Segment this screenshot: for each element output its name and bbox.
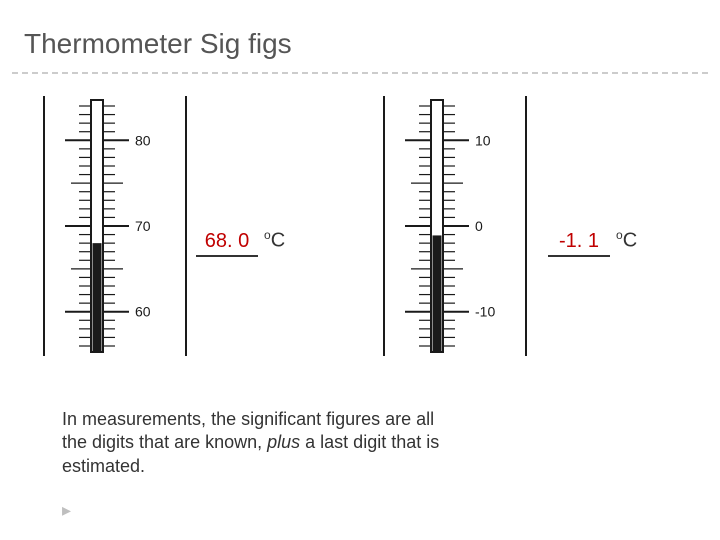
- answer-left: 68. 0 oC: [196, 228, 285, 257]
- svg-text:70: 70: [135, 218, 151, 234]
- svg-text:80: 80: [135, 132, 151, 148]
- bullet-icon: ▸: [62, 500, 71, 521]
- explanation-text: In measurements, the significant figures…: [62, 408, 442, 478]
- answer-left-unit: oC: [264, 228, 285, 253]
- page-title: Thermometer Sig figs: [24, 28, 292, 60]
- answer-right: -1. 1 oC: [548, 228, 637, 257]
- svg-text:-10: -10: [475, 304, 495, 320]
- answer-right-unit: oC: [616, 228, 637, 253]
- svg-text:0: 0: [475, 218, 483, 234]
- svg-text:60: 60: [135, 304, 151, 320]
- answer-right-value: -1. 1: [548, 230, 610, 257]
- title-underline: [12, 72, 708, 74]
- thermometer-right: 10 0 -10: [380, 96, 530, 356]
- svg-text:10: 10: [475, 132, 491, 148]
- thermometer-left: 80 70 60: [40, 96, 190, 356]
- answer-left-value: 68. 0: [196, 230, 258, 257]
